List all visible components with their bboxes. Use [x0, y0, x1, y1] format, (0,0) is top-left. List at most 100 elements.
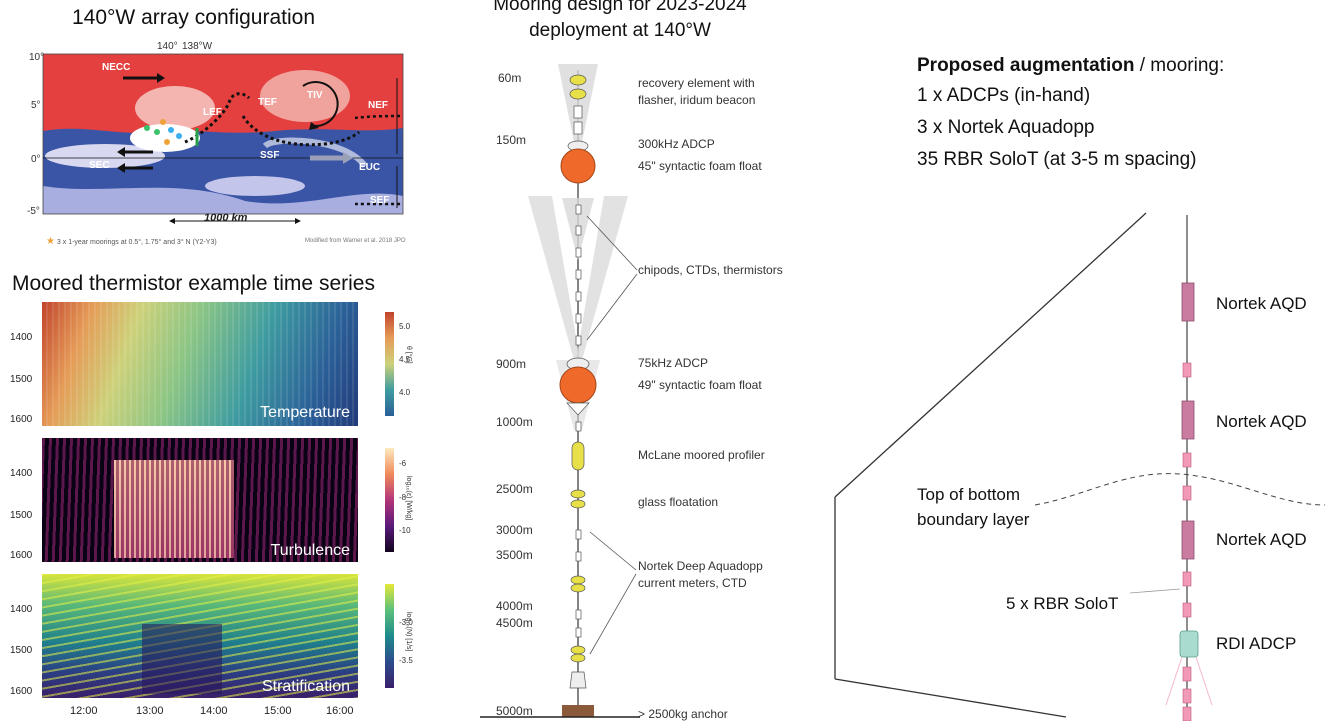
label-nortek-aqd-2: Nortek AQD — [1216, 412, 1307, 431]
depth-150m: 150m — [496, 133, 527, 147]
cb-tick: -10 — [399, 526, 411, 535]
map-title: 140°W array configuration — [72, 6, 316, 29]
solot-icon — [1182, 706, 1192, 721]
depth-3000m: 3000m — [496, 523, 533, 537]
panel-label-stratification: Stratification — [261, 678, 350, 695]
mclane-profiler-icon — [571, 441, 585, 471]
solot-icon — [1182, 485, 1192, 501]
array-map: 10° 5° 0° -5° 140° 138°W — [27, 41, 404, 224]
augmentation-heading: Proposed augmentation / mooring: — [917, 54, 1224, 78]
scale-bar-label: 1000 km — [204, 212, 248, 224]
label-nortek-aqd-3: Nortek AQD — [1216, 530, 1307, 549]
bbl-dashed-line — [1034, 473, 1326, 506]
depth-60m: 60m — [498, 71, 522, 85]
mooring-title-line1: Mooring design for 2023-2024 — [493, 0, 747, 15]
inst-line: recovery element with — [638, 76, 755, 90]
nortek-leader — [589, 531, 637, 655]
depth-3500m: 3500m — [496, 548, 533, 562]
necc-arrow-icon — [157, 73, 165, 83]
label-nef: NEF — [368, 100, 388, 111]
cb-tick: -8 — [399, 493, 407, 502]
inst-nortek-deep: Nortek Deep Aquadopp current meters, CTD — [638, 558, 763, 592]
inst-line: Nortek Deep Aquadopp — [638, 559, 763, 573]
lat-tick-5: 5° — [31, 100, 41, 111]
mooring-diagram — [480, 64, 640, 718]
label-ssf: SSF — [260, 150, 280, 161]
lat-tick-minus5: -5° — [27, 206, 40, 217]
inst-line: 300kHz ADCP — [638, 137, 715, 151]
map-footnote: ★ 3 x 1-year moorings at 0.5°, 1.75° and… — [46, 236, 217, 247]
label-necc: NECC — [102, 62, 131, 73]
bbl-line1: Top of bottom — [917, 485, 1021, 504]
lon-tick-138: 138°W — [182, 41, 213, 52]
cb-label-temperature: θ [°C] — [405, 346, 412, 364]
time-tick: 13:00 — [136, 705, 164, 717]
mooring-title: Mooring design for 2023-2024 deployment … — [460, 0, 780, 44]
rdi-adcp-icon — [1179, 630, 1199, 658]
label-euc: EUC — [359, 162, 381, 173]
inst-mclane: McLane moored profiler — [638, 448, 765, 462]
inst-line: current meters, CTD — [638, 576, 747, 590]
aug-line-solot: 35 RBR SoloT (at 3-5 m spacing) — [917, 149, 1197, 170]
euc-arrow-icon — [343, 152, 353, 164]
depth-2500m: 2500m — [496, 482, 533, 496]
time-tick: 15:00 — [264, 705, 292, 717]
cb-tick: -3.5 — [399, 656, 413, 665]
star-icon: ★ — [46, 236, 55, 247]
aug-line-adcp: 1 x ADCPs (in-hand) — [917, 85, 1091, 106]
depth-tick: 1600 — [10, 686, 33, 697]
sec-arrow-icon — [117, 147, 125, 157]
depth-1000m: 1000m — [496, 415, 533, 429]
temperature-panel: Temperature — [42, 302, 358, 426]
aug-line-aquadopp: 3 x Nortek Aquadopp — [917, 117, 1095, 138]
depth-tick: 1500 — [10, 510, 33, 521]
time-tick: 12:00 — [70, 705, 98, 717]
depth-4500m: 4500m — [496, 616, 533, 630]
cb-tick: 4.5 — [399, 355, 411, 364]
bbl-line2: boundary layer — [917, 510, 1030, 529]
colorbar-temperature — [385, 312, 394, 416]
lat-tick-10: 10° — [29, 52, 44, 63]
inst-75khz-adcp: 75kHz ADCP 49" syntactic foam float — [638, 355, 762, 394]
inst-anchor: > 2500kg anchor — [638, 707, 728, 721]
label-nortek-aqd-1: Nortek AQD — [1216, 294, 1307, 313]
inst-chipods: chipods, CTDs, thermistors — [638, 263, 783, 277]
inst-recovery: recovery element with flasher, iridum be… — [638, 75, 755, 109]
inst-line: flasher, iridum beacon — [638, 93, 756, 107]
label-lef: LEF — [203, 107, 222, 118]
solot-icon — [1182, 571, 1192, 587]
depth-tick: 1500 — [10, 645, 33, 656]
label-tiv: TIV — [307, 90, 323, 101]
cb-label-stratification: log₁₀(N) [1/s] — [405, 612, 412, 652]
solot-icon — [1182, 688, 1192, 704]
chipods-leader — [586, 215, 638, 341]
stratification-panel: Stratification — [42, 574, 358, 698]
inst-line: 49" syntactic foam float — [638, 378, 762, 392]
colorbar-stratification — [385, 584, 394, 688]
panel-label-turbulence: Turbulence — [270, 542, 350, 559]
depth-5000m: 5000m — [496, 704, 533, 718]
cb-tick: -6 — [399, 459, 407, 468]
depth-tick: 1600 — [10, 414, 33, 425]
panel-label-temperature: Temperature — [260, 404, 350, 421]
cb-tick: 5.0 — [399, 322, 411, 331]
depth-tick: 1600 — [10, 550, 33, 561]
anchor-icon — [562, 705, 594, 717]
label-bottom-boundary-layer: Top of bottom boundary layer — [917, 482, 1029, 532]
nortek-aqd-icon — [1181, 520, 1195, 560]
lon-tick-140: 140° — [157, 41, 178, 52]
depth-4000m: 4000m — [496, 599, 533, 613]
depth-tick: 1400 — [10, 468, 33, 479]
solot-icon — [1182, 452, 1192, 468]
depth-tick: 1400 — [10, 332, 33, 343]
label-sef: SEF — [370, 195, 390, 206]
augmentation-bold: Proposed augmentation — [917, 55, 1135, 76]
float-45-icon — [560, 148, 596, 184]
inst-300khz-adcp: 300kHz ADCP 45" syntactic foam float — [638, 136, 762, 175]
glass-float-icon — [570, 499, 586, 509]
cb-tick: -3.0 — [399, 618, 413, 627]
label-rbr-solot: 5 x RBR SoloT — [1006, 594, 1119, 613]
map-credit: Modified from Warner et al. 2018 JPO — [305, 238, 406, 244]
label-rdi-adcp: RDI ADCP — [1216, 634, 1297, 653]
cb-tick: 4.0 — [399, 388, 411, 397]
